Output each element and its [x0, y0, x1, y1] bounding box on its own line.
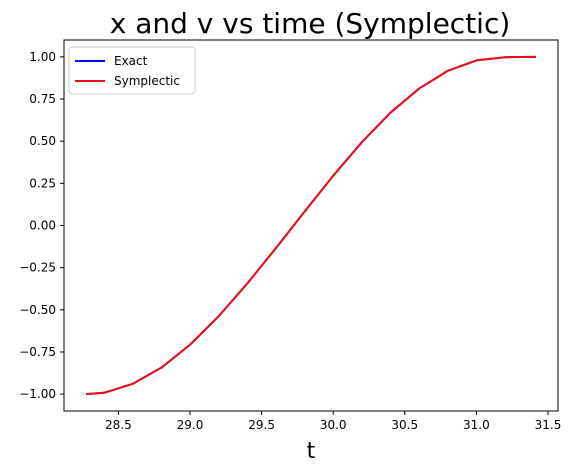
legend: Exact Symplectic	[68, 46, 196, 95]
y-tick-label: 1.00	[29, 50, 56, 64]
y-tick-label: 0.50	[29, 134, 56, 148]
x-tick-label: 28.5	[105, 418, 132, 432]
x-axis-label: t	[307, 439, 316, 464]
x-tick-label: 30.0	[320, 418, 347, 432]
plot-area: 28.5 29.0 29.5 30.0 30.5 31.0 31.5 −1.00−0.75−…	[19, 39, 561, 432]
y-tick-label: −1.00	[19, 387, 56, 401]
y-tick-label: 0.00	[29, 219, 56, 233]
x-axis-ticks: 28.5 29.0 29.5 30.0 30.5 31.0 31.5	[105, 411, 561, 432]
x-tick-label: 29.0	[177, 418, 204, 432]
series-line-symplectic	[85, 55, 536, 396]
x-tick-label: 31.0	[463, 418, 490, 432]
series-line-exact	[85, 55, 536, 396]
series-layer	[85, 55, 536, 396]
legend-box	[68, 46, 196, 95]
x-tick-label: 30.5	[391, 418, 418, 432]
y-tick-label: 0.25	[29, 176, 56, 190]
y-tick-label: −0.75	[19, 345, 56, 359]
y-axis-ticks: −1.00 −0.75 −0.50 −0.25 0.00 0.25 0.50 0.75 1.00	[19, 50, 64, 401]
y-tick-label: −0.50	[19, 303, 56, 317]
x-tick-label: 31.5	[535, 418, 562, 432]
axes-frame	[63, 39, 559, 412]
y-tick-label: −0.25	[19, 261, 56, 275]
y-tick-label: 0.75	[29, 92, 56, 106]
legend-label-symplectic: Symplectic	[114, 74, 180, 88]
chart-title: x and v vs time (Symplectic)	[110, 7, 511, 40]
x-tick-label: 29.5	[248, 418, 275, 432]
legend-label-exact: Exact	[114, 54, 148, 68]
